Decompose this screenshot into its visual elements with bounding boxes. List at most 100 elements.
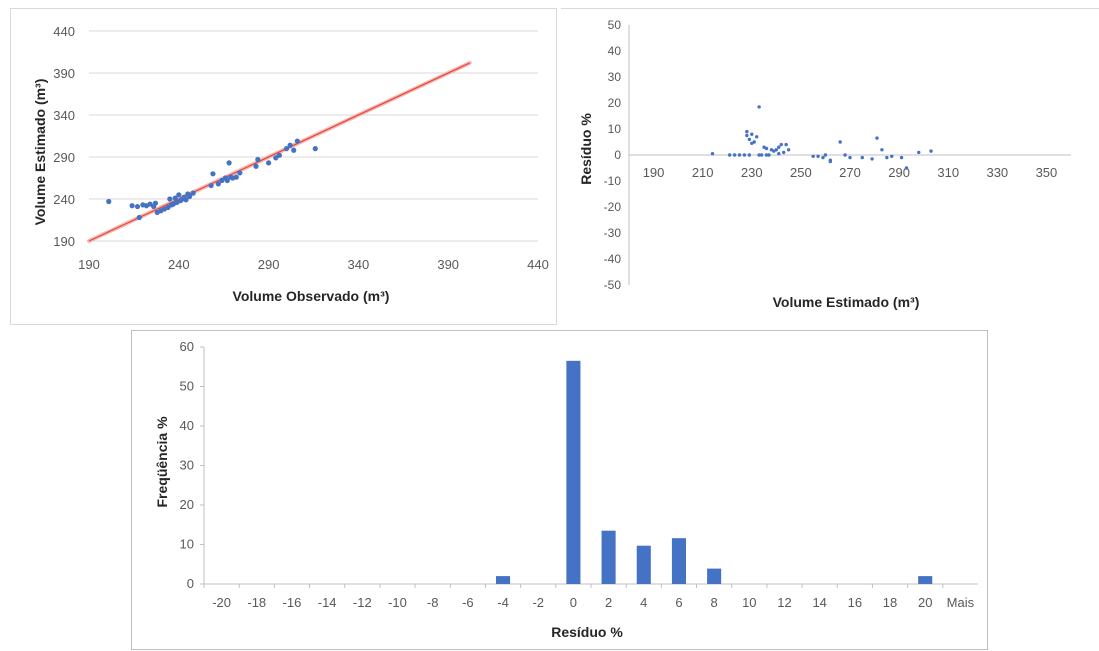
c1-data-point	[215, 181, 221, 187]
c2-data-point	[767, 153, 771, 157]
c2-data-point	[759, 153, 764, 157]
c3-x-tick-label: 6	[675, 595, 682, 610]
c1-y-tick-label: 290	[53, 150, 75, 165]
c1-y-axis-title: Volume Estimado (m³)	[32, 79, 48, 226]
c2-y-tick-label: 40	[608, 44, 622, 58]
c2-x-tick-label: 210	[692, 165, 714, 180]
c2-data-point	[757, 153, 761, 157]
c2-data-point	[745, 129, 749, 134]
c2-data-point	[816, 154, 820, 158]
c2-data-point	[875, 136, 879, 140]
c1-x-tick-label: 340	[348, 257, 370, 272]
c2-y-tick-label: 10	[608, 122, 622, 136]
c2-data-point	[904, 166, 909, 170]
c1-y-tick-label: 390	[53, 66, 75, 81]
c3-y-tick-label: 10	[180, 537, 194, 552]
c2-x-tick-label: 230	[741, 165, 763, 180]
c1-data-point	[183, 197, 189, 203]
c1-data-point	[226, 160, 232, 166]
c1-data-point	[208, 182, 214, 189]
c1-data-point	[266, 160, 272, 166]
c1-data-point	[291, 147, 297, 153]
c3-x-tick-label: 18	[883, 595, 897, 610]
c3-x-tick-label: -4	[497, 595, 509, 610]
c2-data-point	[752, 140, 756, 144]
c2-data-point	[823, 153, 828, 157]
c2-data-point	[929, 149, 933, 153]
c2-data-point	[777, 145, 781, 149]
c1-data-point	[152, 200, 159, 206]
c2-y-tick-label: 50	[608, 18, 622, 32]
c1-data-point	[190, 190, 196, 196]
c1-data-point	[176, 192, 182, 198]
c2-data-point	[838, 140, 842, 144]
c1-y-tick-label: 240	[53, 192, 75, 207]
c1-data-point	[294, 138, 300, 144]
c2-y-tick-label: 30	[608, 70, 622, 84]
c1-x-tick-label: 390	[437, 257, 459, 272]
c2-data-point	[764, 153, 769, 157]
c3-x-tick-label: -6	[462, 595, 474, 610]
c3-bar	[496, 576, 511, 584]
c3-y-tick-label: 20	[180, 497, 194, 512]
c1-data-point	[237, 170, 243, 176]
scatter-observed-vs-estimated-panel: 190 240 290 340 390 440 190 240 290 340 390 440 Vo…	[10, 8, 557, 325]
c2-data-point	[782, 150, 786, 155]
c2-x-tick-label: 350	[1036, 165, 1058, 180]
c3-x-tick-label: Mais	[947, 595, 975, 610]
c3-x-tick-label: 10	[742, 595, 756, 610]
c2-data-point	[860, 155, 864, 160]
c2-x-tick-label: 190	[643, 165, 665, 180]
c1-x-tick-label: 240	[168, 257, 190, 272]
c3-x-tick-label: -20	[212, 595, 231, 610]
c1-data-point	[136, 214, 142, 221]
c2-data-point	[750, 132, 754, 136]
c2-data-point	[757, 105, 761, 109]
c2-y-tick-label: -30	[604, 226, 622, 240]
c2-y-tick-label: -20	[604, 200, 622, 214]
c3-x-tick-label: -8	[427, 595, 439, 610]
c3-x-tick-label: 12	[777, 595, 791, 610]
c2-data-point	[747, 137, 752, 142]
c3-y-tick-label: 40	[180, 418, 194, 433]
c3-y-tick-label: 60	[180, 339, 194, 354]
c2-x-tick-label: 270	[839, 165, 861, 180]
c3-x-tick-label: -2	[532, 595, 544, 610]
c1-data-point	[106, 198, 112, 205]
c2-data-point	[747, 153, 752, 157]
c1-x-tick-label: 290	[258, 257, 280, 272]
c1-data-point	[134, 203, 141, 210]
c1-data-point	[253, 163, 259, 169]
scatter-observed-vs-estimated-chart: 190 240 290 340 390 440 190 240 290 340 390 440 Vo…	[32, 24, 549, 304]
c1-data-point	[283, 146, 290, 152]
c2-data-point	[890, 154, 894, 158]
c2-data-point	[777, 152, 781, 156]
c2-x-tick-label: 310	[937, 165, 959, 180]
c2-data-point	[880, 148, 884, 152]
c3-y-axis-title: Freqüência %	[154, 416, 170, 508]
c3-x-tick-label: 4	[640, 595, 647, 610]
c2-x-tick-label: 250	[790, 165, 812, 180]
c2-data-point	[899, 155, 904, 160]
c2-data-point	[779, 142, 783, 147]
c2-data-point	[754, 135, 759, 139]
c2-data-point	[710, 152, 715, 156]
c1-data-point	[233, 174, 239, 180]
c3-bar	[918, 576, 933, 584]
c2-data-point	[843, 153, 847, 157]
c3-x-tick-label: -14	[318, 595, 337, 610]
c3-bar	[671, 538, 686, 584]
c1-data-point	[172, 195, 178, 201]
c3-x-tick-label: 14	[812, 595, 826, 610]
c3-x-axis-title: Resíduo %	[551, 624, 623, 640]
c2-data-point	[745, 133, 749, 138]
c2-data-point	[742, 153, 747, 157]
c3-x-tick-label: 20	[918, 595, 932, 610]
c3-x-tick-label: 16	[848, 595, 862, 610]
c1-data-point	[276, 152, 282, 158]
c2-x-tick-label: 290	[888, 165, 910, 180]
c3-x-tick-label: -18	[247, 595, 266, 610]
c2-data-point	[828, 159, 833, 164]
c2-data-point	[786, 148, 791, 152]
